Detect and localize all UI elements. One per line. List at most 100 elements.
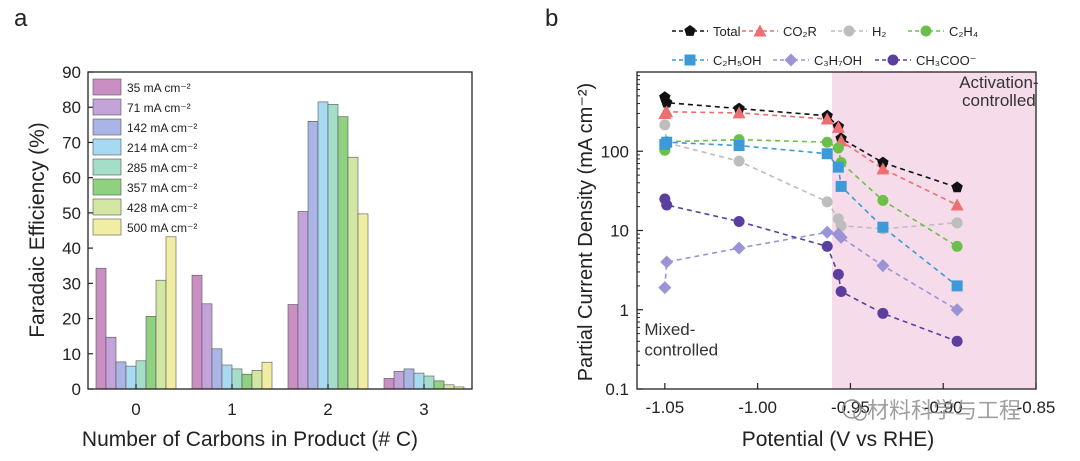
- annotation-text: controlled: [644, 341, 718, 360]
- bar: [105, 336, 117, 390]
- data-point: [877, 221, 889, 233]
- series-line: [664, 231, 958, 311]
- series-line: [664, 138, 958, 248]
- legend-swatch: [92, 138, 122, 156]
- bar: [403, 368, 415, 390]
- legend-marker: [753, 24, 767, 37]
- bar: [201, 303, 213, 390]
- bar: [95, 267, 107, 390]
- data-point: [733, 140, 745, 152]
- data-point: [661, 96, 673, 108]
- data-point: [951, 240, 963, 252]
- data-point: [659, 119, 671, 131]
- legend-label: C₂H₅OH: [713, 53, 762, 68]
- data-point: [661, 136, 673, 148]
- wechat-logo-icon: [842, 399, 862, 419]
- data-point: [876, 162, 890, 175]
- panel-b-annotations: Activation-controlled Mixed-controlled: [644, 73, 1038, 360]
- legend-label: CH₃COO⁻: [916, 53, 977, 68]
- bar: [297, 211, 309, 390]
- x-tick-label: 0: [131, 400, 140, 419]
- bar: [433, 380, 445, 390]
- legend-label: 357 mA cm⁻²: [127, 181, 197, 195]
- watermark-text: 材料科学与工程: [867, 398, 1021, 423]
- data-point: [950, 303, 964, 317]
- legend-marker: [920, 25, 932, 37]
- y-tick-label: 80: [62, 98, 81, 117]
- panel-a-y-axis-label: Faradaic Efficiency (%): [26, 122, 49, 338]
- y-tick-label: 10: [62, 345, 81, 364]
- legend-marker: [887, 54, 899, 66]
- bar: [135, 360, 147, 390]
- panel-a-legend: 35 mA cm⁻² 71 mA cm⁻² 142 mA cm⁻² 214 mA cm…: [92, 78, 197, 236]
- panel-a-x-axis-label: Number of Carbons in Product (# C): [82, 428, 418, 451]
- y-tick-label: 70: [62, 133, 81, 152]
- data-point: [950, 198, 964, 211]
- bar: [211, 348, 223, 390]
- data-point: [658, 281, 672, 295]
- x-tick-label: -1.00: [738, 398, 777, 417]
- x-tick-label: 3: [419, 400, 428, 419]
- y-tick-label: 10: [610, 222, 629, 241]
- data-point: [877, 307, 889, 319]
- bar: [337, 116, 349, 390]
- bar: [317, 101, 329, 390]
- y-tick-label: 100: [601, 142, 629, 161]
- y-tick-label: 50: [62, 204, 81, 223]
- panel-a-bar-chart: 0 10 20 30 40 50 60 70 80 90 0 1 2 3 35 mA cm⁻² 71 mA …: [26, 63, 473, 451]
- bar: [155, 279, 167, 390]
- data-point: [951, 280, 963, 292]
- bar: [191, 274, 203, 390]
- bar: [125, 365, 137, 390]
- bar: [115, 361, 127, 390]
- y-tick-label: 60: [62, 169, 81, 188]
- data-point: [834, 230, 848, 244]
- data-point: [820, 112, 834, 125]
- y-tick-label: 20: [62, 310, 81, 329]
- data-point: [835, 285, 847, 297]
- bar: [251, 369, 263, 390]
- panel-label-a: a: [14, 5, 28, 32]
- legend-label: CO₂R: [783, 24, 817, 39]
- annotation-text: Mixed-: [644, 320, 695, 339]
- bar: [327, 104, 339, 390]
- data-point: [831, 120, 845, 133]
- series-line: [664, 198, 958, 343]
- y-tick-label: 0.1: [605, 380, 629, 399]
- y-tick-label: 0: [72, 380, 81, 399]
- panel-b-series: [658, 91, 964, 347]
- panel-label-b: b: [545, 5, 558, 32]
- data-point: [951, 181, 963, 193]
- data-point: [661, 199, 673, 211]
- bar: [307, 121, 319, 390]
- legend-label: C₃H₇OH: [814, 53, 862, 68]
- y-tick-label: 40: [62, 239, 81, 258]
- bar-group: [95, 101, 465, 390]
- data-point: [821, 240, 833, 252]
- legend-label: 500 mA cm⁻²: [127, 221, 197, 235]
- series-line: [664, 141, 958, 287]
- data-point: [821, 136, 833, 148]
- data-point: [660, 105, 674, 118]
- panel-b-legend: Total CO₂R H₂ C₂H₄ C₂H₅OH C₃H₇OH CH₃COO⁻: [672, 24, 978, 68]
- bar: [261, 361, 273, 390]
- x-tick-label: -0.85: [1017, 398, 1056, 417]
- legend-swatch: [92, 218, 122, 236]
- bar: [145, 316, 157, 390]
- legend-swatch: [92, 178, 122, 196]
- legend-label: 35 mA cm⁻²: [127, 81, 191, 95]
- legend-swatch: [92, 118, 122, 136]
- legend-swatch: [92, 158, 122, 176]
- panel-b-y-axis-label: Partial Current Density (mA cm⁻²): [575, 83, 597, 381]
- data-point: [821, 148, 833, 160]
- panel-b-x-axis-label: Potential (V vs RHE): [742, 428, 935, 451]
- x-tick-label: -0.90: [924, 398, 963, 417]
- wechat-logo-icon-small: [853, 407, 867, 421]
- watermark: 材料科学与工程: [842, 398, 1021, 423]
- data-point: [733, 155, 745, 167]
- activation-controlled-region: [831, 72, 1036, 389]
- legend-label: 142 mA cm⁻²: [127, 121, 197, 135]
